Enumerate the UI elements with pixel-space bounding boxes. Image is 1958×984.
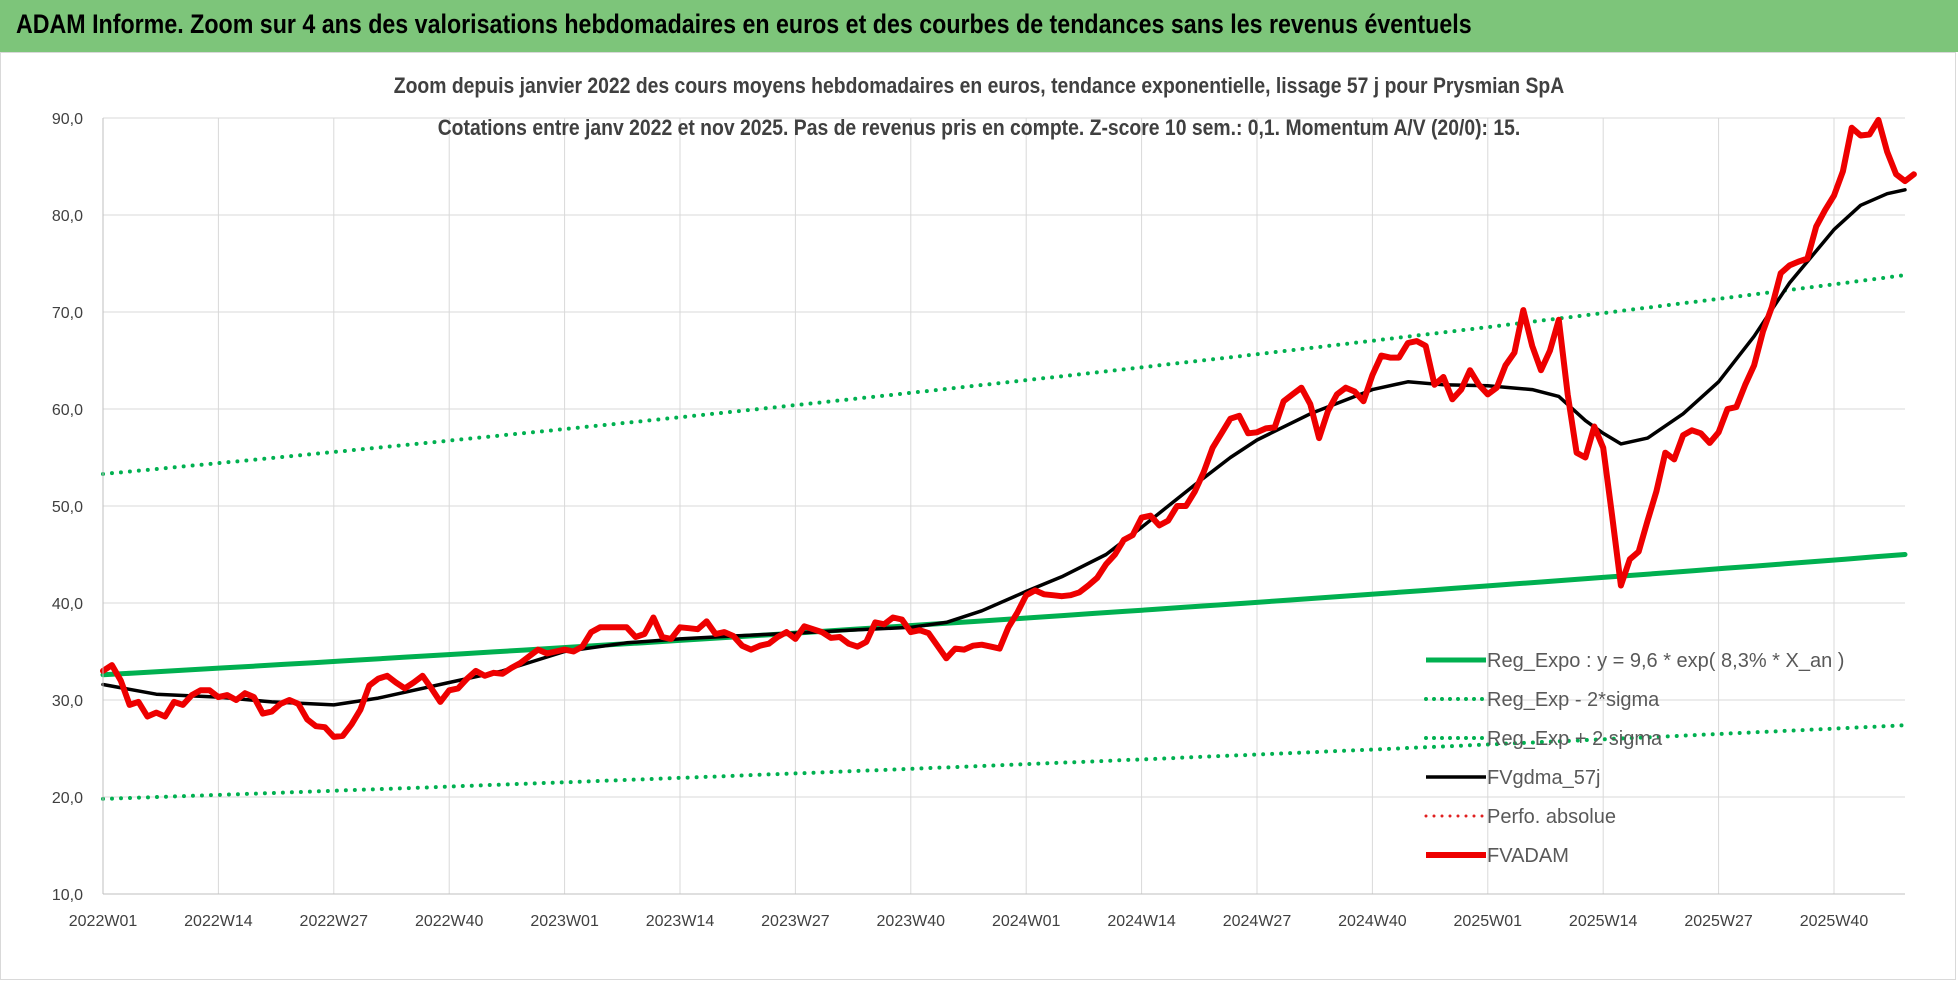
y-tick-label: 60,0 bbox=[52, 402, 83, 419]
y-tick-label: 80,0 bbox=[52, 208, 83, 225]
legend-label: Reg_Expo : y = 9,6 * exp( 8,3% * X_an ) bbox=[1487, 650, 1844, 672]
x-tick-label: 2025W40 bbox=[1800, 913, 1869, 930]
chart-svg: 10,0 20,0 30,0 40,0 50,0 60,0 70,0 80,0 90,0 2022… bbox=[52, 74, 1917, 930]
x-tick-label: 2023W27 bbox=[761, 913, 830, 930]
x-tick-label: 2022W01 bbox=[69, 913, 138, 930]
x-tick-label: 2023W40 bbox=[877, 913, 946, 930]
series-line-0 bbox=[100, 552, 1908, 678]
x-tick-label: 2022W40 bbox=[415, 913, 484, 930]
series-line-1 bbox=[101, 273, 1907, 476]
series-line-2 bbox=[101, 723, 1907, 801]
y-tick-label: 10,0 bbox=[52, 887, 83, 904]
chart-area: 10,0 20,0 30,0 40,0 50,0 60,0 70,0 80,0 90,0 2022… bbox=[0, 52, 1956, 980]
gridlines bbox=[102, 117, 1905, 895]
legend-label: Reg_Exp - 2*sigma bbox=[1487, 689, 1660, 711]
y-tick-label: 40,0 bbox=[52, 596, 83, 613]
x-tick-label: 2022W27 bbox=[300, 913, 369, 930]
x-tick-label: 2022W14 bbox=[184, 913, 253, 930]
x-tick-label: 2023W14 bbox=[646, 913, 715, 930]
x-tick-label: 2025W01 bbox=[1454, 913, 1523, 930]
x-tick-label: 2025W14 bbox=[1569, 913, 1638, 930]
x-tick-label: 2025W27 bbox=[1684, 913, 1753, 930]
series-layer bbox=[100, 116, 1917, 801]
x-tick-label: 2024W40 bbox=[1338, 913, 1407, 930]
y-tick-label: 50,0 bbox=[52, 499, 83, 516]
y-tick-label: 20,0 bbox=[52, 790, 83, 807]
y-tick-label: 70,0 bbox=[52, 305, 83, 322]
series-line-5 bbox=[100, 116, 1917, 740]
chart-title: Zoom depuis janvier 2022 des cours moyen… bbox=[394, 74, 1564, 98]
banner: ADAM Informe. Zoom sur 4 ans des valoris… bbox=[0, 0, 1958, 52]
axes: 10,0 20,0 30,0 40,0 50,0 60,0 70,0 80,0 90,0 2022… bbox=[52, 111, 1905, 930]
y-tick-label: 30,0 bbox=[52, 693, 83, 710]
x-tick-label: 2024W27 bbox=[1223, 913, 1292, 930]
x-tick-label: 2024W01 bbox=[992, 913, 1061, 930]
legend-label: FVADAM bbox=[1487, 845, 1569, 867]
x-tick-label: 2023W01 bbox=[530, 913, 599, 930]
legend-label: Reg_Exp + 2 sigma bbox=[1487, 728, 1663, 750]
legend-label: Perfo. absolue bbox=[1487, 806, 1616, 828]
y-tick-label: 90,0 bbox=[52, 111, 83, 128]
legend: Reg_Expo : y = 9,6 * exp( 8,3% * X_an ) R… bbox=[1424, 650, 1844, 867]
chart-title-block: Zoom depuis janvier 2022 des cours moyen… bbox=[394, 74, 1564, 140]
legend-label: FVgdma_57j bbox=[1487, 767, 1600, 789]
banner-title: ADAM Informe. Zoom sur 4 ans des valoris… bbox=[16, 9, 1472, 39]
x-tick-label: 2024W14 bbox=[1107, 913, 1176, 930]
chart-subtitle: Cotations entre janv 2022 et nov 2025. P… bbox=[438, 116, 1521, 140]
